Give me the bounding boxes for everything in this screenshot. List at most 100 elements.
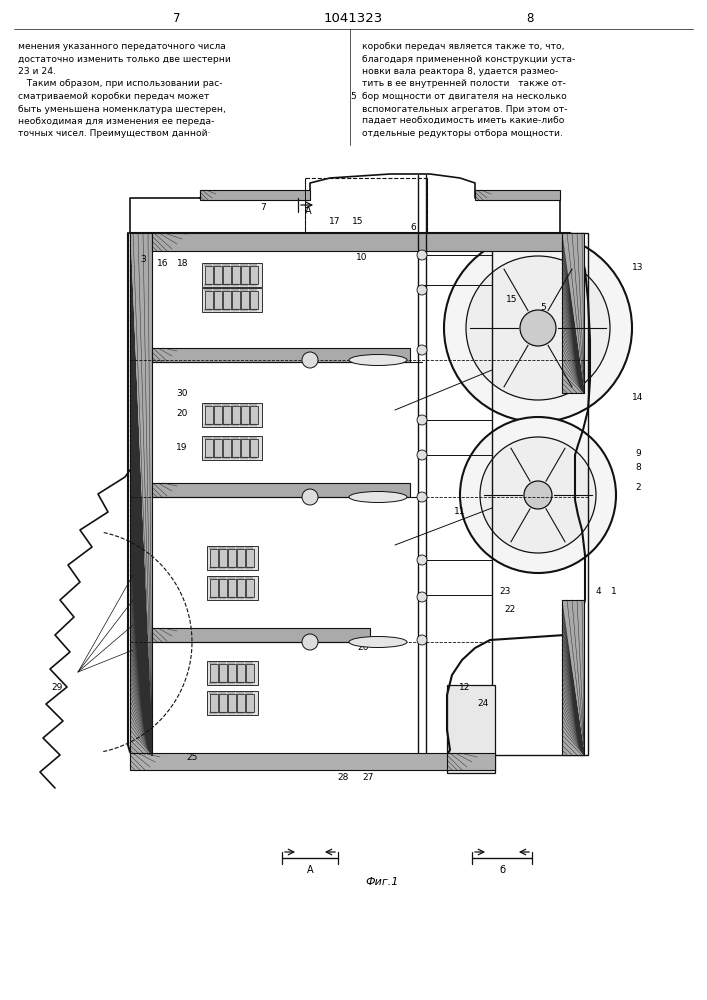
Text: 15: 15 bbox=[506, 296, 518, 304]
Circle shape bbox=[444, 234, 632, 422]
Circle shape bbox=[417, 250, 427, 260]
Text: 24: 24 bbox=[477, 698, 489, 708]
Ellipse shape bbox=[349, 355, 407, 365]
Circle shape bbox=[417, 492, 427, 502]
Bar bbox=[246, 549, 254, 567]
Text: благодаря примененной конструкции уста-: благодаря примененной конструкции уста- bbox=[362, 54, 575, 64]
Text: 3: 3 bbox=[140, 255, 146, 264]
Bar bbox=[210, 549, 218, 567]
Circle shape bbox=[417, 285, 427, 295]
Text: 29: 29 bbox=[52, 684, 63, 692]
Bar bbox=[250, 291, 258, 309]
Circle shape bbox=[417, 415, 427, 425]
Text: сматриваемой коробки передач может: сматриваемой коробки передач может bbox=[18, 92, 209, 101]
Text: 7: 7 bbox=[173, 11, 181, 24]
Text: 5: 5 bbox=[540, 304, 546, 312]
Circle shape bbox=[480, 437, 596, 553]
Text: 27: 27 bbox=[362, 774, 374, 782]
Bar bbox=[237, 694, 245, 712]
Bar bbox=[152, 348, 410, 362]
Bar bbox=[223, 291, 231, 309]
Bar bbox=[152, 233, 570, 251]
Ellipse shape bbox=[349, 637, 407, 648]
Text: А: А bbox=[307, 865, 313, 875]
Bar bbox=[205, 266, 213, 284]
Bar bbox=[214, 406, 222, 424]
Text: 19: 19 bbox=[176, 444, 188, 452]
Bar bbox=[219, 694, 227, 712]
Bar bbox=[223, 439, 231, 457]
Text: бор мощности от двигателя на несколько: бор мощности от двигателя на несколько bbox=[362, 92, 567, 101]
Bar bbox=[447, 685, 495, 773]
Text: 17: 17 bbox=[329, 218, 341, 227]
Text: 23: 23 bbox=[499, 587, 510, 596]
Bar bbox=[210, 664, 218, 682]
Text: 14: 14 bbox=[632, 393, 643, 402]
Text: 9: 9 bbox=[635, 448, 641, 458]
Text: 13: 13 bbox=[632, 263, 644, 272]
Bar bbox=[207, 691, 258, 715]
Bar bbox=[152, 628, 370, 642]
Bar bbox=[219, 664, 227, 682]
Bar bbox=[207, 576, 258, 600]
Text: 1: 1 bbox=[611, 587, 617, 596]
Circle shape bbox=[417, 345, 427, 355]
Bar bbox=[232, 291, 240, 309]
Bar bbox=[205, 439, 213, 457]
Bar bbox=[562, 233, 584, 393]
Bar bbox=[241, 291, 249, 309]
Bar bbox=[205, 406, 213, 424]
Bar bbox=[492, 233, 588, 755]
Text: 5: 5 bbox=[350, 92, 356, 101]
Bar bbox=[241, 266, 249, 284]
Circle shape bbox=[520, 310, 556, 346]
Bar bbox=[228, 694, 236, 712]
Text: б: б bbox=[499, 865, 505, 875]
Bar bbox=[152, 483, 410, 497]
Bar bbox=[562, 600, 584, 755]
Text: Фиг.1: Фиг.1 bbox=[366, 877, 399, 887]
Bar bbox=[250, 266, 258, 284]
Bar bbox=[210, 579, 218, 597]
Bar bbox=[223, 266, 231, 284]
Bar bbox=[214, 439, 222, 457]
Text: 12: 12 bbox=[460, 684, 471, 692]
Text: 2: 2 bbox=[635, 484, 641, 492]
Circle shape bbox=[524, 481, 552, 509]
Text: 30: 30 bbox=[176, 388, 188, 397]
Bar bbox=[237, 549, 245, 567]
Text: 20: 20 bbox=[176, 408, 187, 418]
Bar bbox=[228, 579, 236, 597]
Bar bbox=[475, 190, 560, 200]
Text: точных чисел. Преимуществом данной·: точных чисел. Преимуществом данной· bbox=[18, 129, 211, 138]
Bar bbox=[246, 664, 254, 682]
Bar bbox=[232, 439, 240, 457]
Circle shape bbox=[302, 489, 318, 505]
Text: 15: 15 bbox=[352, 218, 363, 227]
Bar bbox=[214, 291, 222, 309]
Bar bbox=[232, 406, 240, 424]
Circle shape bbox=[466, 256, 610, 400]
Bar bbox=[228, 549, 236, 567]
Text: 8: 8 bbox=[635, 464, 641, 473]
Text: необходимая для изменения ее переда-: необходимая для изменения ее переда- bbox=[18, 117, 214, 126]
Bar bbox=[250, 439, 258, 457]
Text: 4: 4 bbox=[595, 587, 601, 596]
Text: 6: 6 bbox=[410, 223, 416, 232]
Text: новки вала реактора 8, удается размео-: новки вала реактора 8, удается размео- bbox=[362, 67, 559, 76]
Bar bbox=[223, 406, 231, 424]
Text: 16: 16 bbox=[157, 258, 169, 267]
Text: падает необходимость иметь какие-либо: падает необходимость иметь какие-либо bbox=[362, 117, 564, 126]
Text: А: А bbox=[305, 206, 311, 216]
Text: 25: 25 bbox=[187, 752, 198, 762]
Bar bbox=[246, 694, 254, 712]
Text: тить в ее внутренней полости   также от-: тить в ее внутренней полости также от- bbox=[362, 80, 566, 89]
Ellipse shape bbox=[349, 491, 407, 502]
Bar bbox=[305, 178, 427, 233]
Bar bbox=[200, 190, 310, 200]
Bar bbox=[447, 753, 495, 770]
Bar bbox=[202, 288, 262, 312]
Bar bbox=[202, 403, 262, 427]
Bar bbox=[228, 664, 236, 682]
Bar bbox=[214, 266, 222, 284]
